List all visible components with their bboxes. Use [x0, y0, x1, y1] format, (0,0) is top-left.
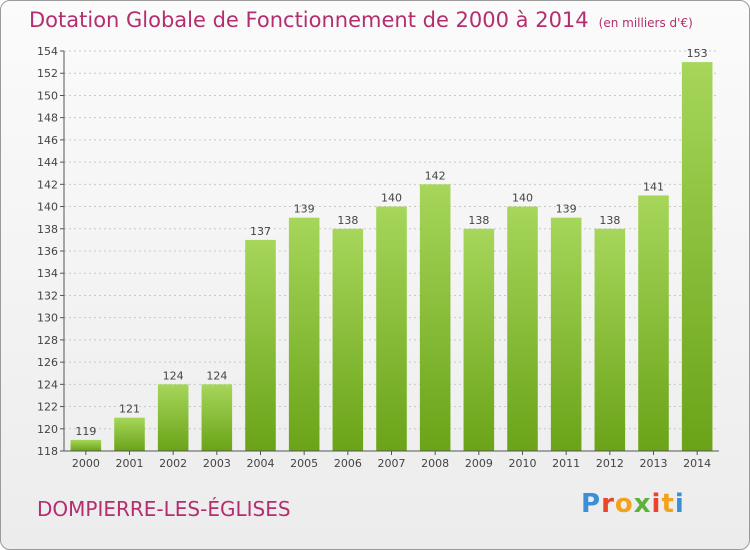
x-tick-label: 2004: [247, 457, 275, 470]
y-tick-label: 130: [37, 312, 58, 325]
y-tick-label: 150: [37, 89, 58, 102]
data-label: 124: [206, 369, 227, 382]
x-tick-label: 2006: [334, 457, 362, 470]
x-tick-label: 2005: [290, 457, 318, 470]
data-label: 119: [75, 425, 96, 438]
x-tick-label: 2011: [552, 457, 580, 470]
data-label: 124: [163, 369, 184, 382]
bars: [70, 62, 713, 452]
bar: [507, 206, 538, 451]
x-tick-label: 2000: [72, 457, 100, 470]
y-tick-label: 126: [37, 356, 58, 369]
y-tick-label: 118: [37, 445, 58, 458]
x-tick-label: 2009: [465, 457, 493, 470]
data-label: 121: [119, 403, 140, 416]
proxiti-logo: Proxiti: [581, 489, 685, 519]
x-tick-label: 2010: [509, 457, 537, 470]
y-tick-label: 148: [37, 112, 58, 125]
bar: [201, 384, 233, 451]
labels: 118 120 122 124 126 128 130 132 134 136 138 140 142 1…: [37, 45, 711, 470]
data-label: 140: [381, 192, 402, 205]
x-tick-label: 2012: [596, 457, 624, 470]
y-tick-label: 122: [37, 401, 58, 414]
y-tick-label: 154: [37, 45, 58, 58]
x-tick-label: 2003: [203, 457, 231, 470]
y-tick-label: 142: [37, 178, 58, 191]
x-tick-label: 2013: [640, 457, 668, 470]
x-tick-label: 2007: [378, 457, 406, 470]
bar: [288, 217, 320, 451]
bar: [594, 228, 626, 451]
bar: [638, 195, 669, 451]
data-label: 140: [512, 192, 533, 205]
bar: [463, 228, 495, 451]
bar: [70, 439, 102, 451]
bar: [245, 239, 276, 451]
commune-name: DOMPIERRE-LES-ÉGLISES: [37, 497, 291, 521]
data-label: 138: [468, 214, 489, 227]
bar: [376, 206, 407, 451]
bar: [681, 62, 713, 451]
data-label: 138: [599, 214, 620, 227]
x-tick-label: 2008: [421, 457, 449, 470]
bar: [550, 217, 582, 451]
y-tick-label: 140: [37, 201, 58, 214]
x-tick-label: 2001: [116, 457, 144, 470]
axes: [60, 50, 719, 455]
bar: [157, 384, 189, 451]
x-tick-label: 2002: [159, 457, 187, 470]
y-tick-label: 124: [37, 378, 58, 391]
y-tick-label: 146: [37, 134, 58, 147]
bar: [332, 228, 364, 451]
y-tick-label: 132: [37, 289, 58, 302]
data-label: 137: [250, 225, 271, 238]
data-label: 141: [643, 180, 664, 193]
y-tick-label: 136: [37, 245, 58, 258]
x-tick-label: 2014: [683, 457, 711, 470]
y-tick-label: 128: [37, 334, 58, 347]
y-tick-label: 138: [37, 223, 58, 236]
data-label: 139: [294, 203, 315, 216]
bar: [114, 417, 145, 451]
bar: [419, 184, 451, 452]
data-label: 153: [687, 47, 708, 60]
data-label: 139: [556, 203, 577, 216]
y-tick-label: 152: [37, 67, 58, 80]
chart-title: Dotation Globale de Fonctionnement de 20…: [29, 8, 693, 32]
y-tick-label: 120: [37, 423, 58, 436]
chart-title-text: Dotation Globale de Fonctionnement de 20…: [29, 8, 589, 32]
data-label: 138: [337, 214, 358, 227]
data-label: 142: [425, 169, 446, 182]
y-tick-label: 134: [37, 267, 58, 280]
chart-subtitle: (en milliers d'€): [598, 16, 693, 30]
y-tick-label: 144: [37, 156, 58, 169]
